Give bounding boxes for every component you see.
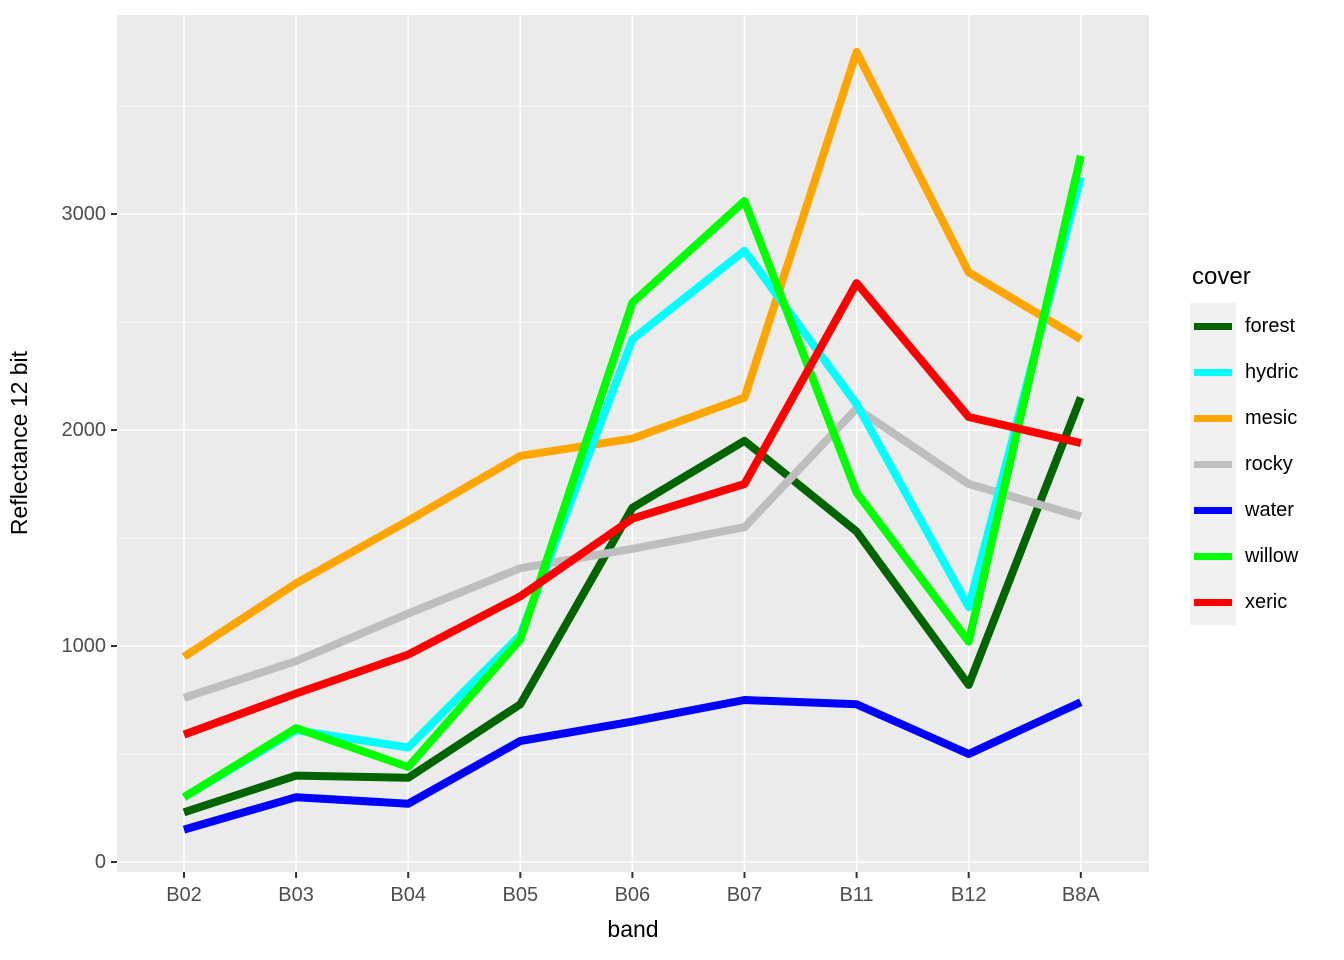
legend-item-willow: willow [1190,533,1298,579]
x-axis-tick-label: B02 [166,884,202,906]
legend-label: xeric [1245,590,1288,613]
legend-item-hydric: hydric [1190,349,1298,395]
x-axis-title: band [607,916,658,942]
legend-key [1190,441,1236,487]
legend-swatch-forest [1194,322,1232,330]
x-axis-tick-label: B11 [840,884,874,906]
legend-item-water: water [1190,487,1298,533]
series-line-hydric [181,176,1085,801]
legend-items: forest hydric mesic rocky water willow xeric [1190,303,1298,625]
legend-swatch-hydric [1194,368,1232,376]
legend: cover forest hydric mesic rocky water willow x… [1190,263,1298,625]
series-line-water [182,696,1083,834]
plot-area: 0 1000 2000 3000 B02 B03 B04 B05 B06 B07 B11 B12 B8A [62,15,1149,906]
legend-swatch-mesic [1194,414,1232,422]
legend-label: willow [1245,544,1299,567]
legend-item-rocky: rocky [1190,441,1298,487]
x-axis-tick-label: B04 [390,884,426,906]
y-axis-tick-label: 0 [95,851,106,873]
series-line-rocky [182,404,1082,702]
y-axis-tick-label: 3000 [62,203,107,225]
x-axis-tick-label: B05 [503,884,539,906]
legend-label: mesic [1245,406,1298,429]
legend-item-mesic: mesic [1190,395,1298,441]
legend-label: rocky [1245,452,1293,475]
legend-key [1190,349,1236,395]
legend-item-forest: forest [1190,303,1298,349]
legend-swatch-xeric [1194,598,1232,606]
legend-key [1190,487,1236,533]
legend-key [1190,303,1236,349]
legend-label: hydric [1245,360,1299,383]
y-axis-tick-label: 1000 [62,635,107,657]
legend-label: water [1245,498,1294,521]
legend-key [1190,579,1236,625]
legend-item-xeric: xeric [1190,579,1298,625]
y-axis-tick-label: 2000 [62,419,107,441]
x-axis-tick-label: B06 [615,884,651,906]
x-axis-tick-label: B07 [727,884,763,906]
y-axis-title: Reflectance 12 bit [6,350,32,535]
legend-key [1190,395,1236,441]
series-line-willow [181,154,1085,801]
legend-key [1190,533,1236,579]
x-axis-tick-label: B8A [1062,884,1100,906]
series-line-forest [182,396,1085,817]
x-axis-tick-label: B12 [951,884,987,906]
legend-swatch-rocky [1194,460,1232,468]
legend-label: forest [1245,314,1296,337]
legend-swatch-willow [1194,552,1232,560]
legend-title: cover [1192,263,1251,290]
x-axis-tick-label: B03 [278,884,314,906]
series-line-xeric [182,279,1082,739]
series-line-mesic [181,48,1083,661]
legend-swatch-water [1194,506,1232,514]
